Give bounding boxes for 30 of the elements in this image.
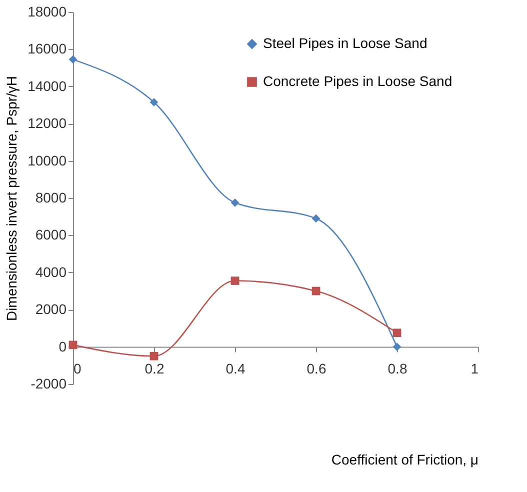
y-tick-label: 12000 [28, 115, 67, 132]
point [392, 328, 402, 338]
y-tick-label: 8000 [35, 190, 67, 206]
x-tick-label: 0.2 [144, 360, 164, 376]
point [150, 98, 158, 106]
legend-label: Steel Pipes in Loose Sand [263, 35, 428, 51]
x-tick-label: 0.6 [306, 360, 326, 376]
x-axis-title: Coefficient of Friction, μ [331, 452, 478, 468]
x-tick-label: 0.4 [226, 360, 246, 376]
y-tick-label: 4000 [35, 264, 67, 280]
point [150, 352, 158, 360]
point [68, 55, 78, 64]
y-axis-title: Dimensionless invert pressure, Pspr/γH [4, 76, 20, 322]
point [392, 342, 402, 351]
point [312, 214, 320, 223]
y-tick-label: 10000 [28, 152, 67, 168]
y-tick-label: 0 [58, 338, 67, 354]
x-tick-label: 0 [74, 360, 82, 376]
y-tick-label: -2000 [30, 376, 67, 392]
point [230, 276, 240, 285]
point [312, 286, 320, 296]
x-tick-label: 0.8 [388, 360, 408, 376]
x-tick-label: 1 [470, 360, 479, 376]
y-tick-label: 16000 [28, 40, 67, 57]
y-tick-label: 2000 [35, 301, 67, 318]
legend-label: Concrete Pipes in Loose Sand [263, 73, 452, 89]
y-tick-label: 6000 [35, 226, 67, 243]
y-tick-label: 18000 [28, 4, 67, 20]
y-tick-label: 14000 [28, 78, 67, 94]
point [230, 198, 240, 207]
